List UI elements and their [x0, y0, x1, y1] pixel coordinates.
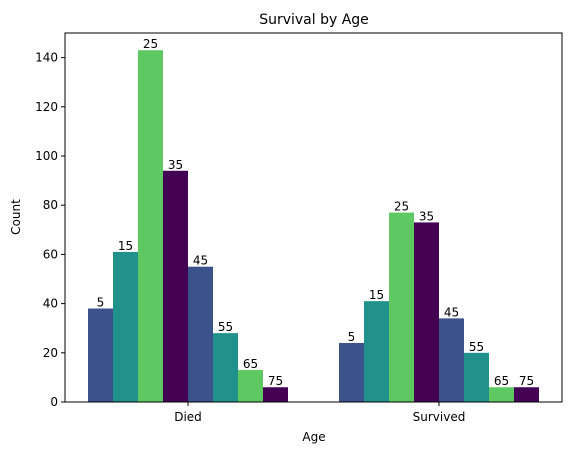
bar-label-died-5: 5 [97, 296, 105, 310]
y-tick-label: 80 [43, 198, 58, 212]
y-tick-label: 140 [35, 51, 58, 65]
bar-label-survived-45: 45 [444, 305, 459, 319]
plot-frame [64, 32, 563, 403]
bar-label-died-75: 75 [268, 374, 283, 388]
y-axis-label: Count [9, 199, 23, 235]
bar-died-65 [238, 370, 263, 402]
bar-label-died-35: 35 [168, 158, 183, 172]
bar-died-55 [213, 333, 238, 402]
x-axis-label: Age [302, 430, 325, 444]
x-axis: Died Survived [174, 402, 465, 424]
bar-label-died-25: 25 [143, 37, 158, 51]
bar-label-survived-65: 65 [494, 374, 509, 388]
y-tick-label: 60 [43, 247, 58, 261]
bar-survived-75 [514, 387, 539, 402]
bar-died-15 [113, 251, 138, 402]
bar-label-died-65: 65 [243, 357, 258, 371]
bar-survived-65 [489, 387, 514, 402]
bar-label-survived-15: 15 [369, 288, 384, 302]
bar-survived-45 [439, 318, 464, 402]
x-tick-label-died: Died [174, 410, 202, 424]
bar-survived-15 [364, 301, 389, 402]
y-tick-label: 40 [43, 297, 58, 311]
bar-label-died-15: 15 [118, 239, 133, 253]
bar-survived-25 [389, 212, 414, 402]
bar-label-died-55: 55 [218, 320, 233, 334]
bar-label-died-45: 45 [193, 254, 208, 268]
bar-died-75 [263, 387, 288, 402]
bar-label-survived-5: 5 [348, 330, 356, 344]
y-axis: 0 20 40 60 80 100 120 140 [35, 51, 65, 409]
bar-survived-5 [339, 342, 364, 402]
bar-died-25 [138, 50, 163, 402]
bar-survived-35 [414, 222, 439, 402]
bar-label-survived-55: 55 [469, 340, 484, 354]
bar-label-survived-35: 35 [419, 209, 434, 223]
bar-survived-55 [464, 352, 489, 402]
y-tick-label: 120 [35, 100, 58, 114]
bar-died-35 [163, 170, 188, 402]
x-tick-label-survived: Survived [413, 410, 466, 424]
bar-label-survived-25: 25 [394, 200, 409, 214]
y-tick-label: 0 [50, 395, 58, 409]
y-tick-label: 100 [35, 149, 58, 163]
bar-died-45 [188, 266, 213, 402]
y-tick-label: 20 [43, 346, 58, 360]
chart-title: Survival by Age [259, 12, 369, 28]
bars-group [88, 50, 539, 402]
bar-died-5 [88, 308, 113, 402]
bar-label-survived-75: 75 [519, 374, 534, 388]
